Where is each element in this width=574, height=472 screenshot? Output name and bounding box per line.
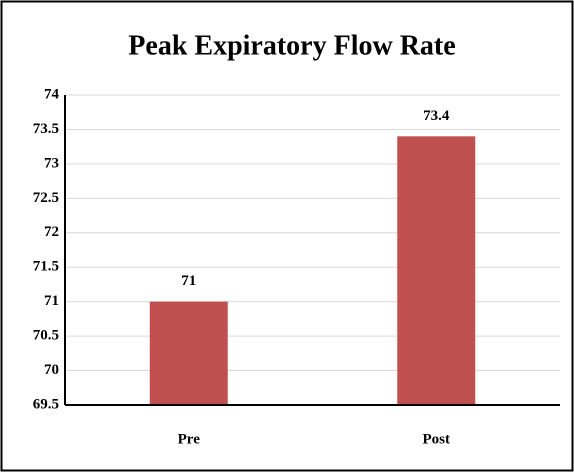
y-tick-label: 74 (44, 86, 60, 102)
bar (397, 136, 476, 406)
y-tick-label: 73 (44, 155, 59, 171)
y-tick-label: 70.5 (33, 328, 59, 344)
bar (149, 301, 228, 405)
y-tick-label: 71 (44, 293, 59, 309)
data-label: 73.4 (423, 108, 450, 124)
y-tick-label: 70 (44, 362, 59, 378)
chart-title: Peak Expiratory Flow Rate (128, 30, 455, 61)
y-tick-label: 72 (44, 224, 59, 240)
data-label: 71 (181, 273, 196, 289)
x-tick-label: Post (423, 431, 451, 447)
y-tick-label: 73.5 (33, 121, 59, 137)
y-tick-label: 69.5 (33, 396, 59, 412)
y-tick-label: 71.5 (33, 259, 59, 275)
y-tick-label: 72.5 (33, 190, 59, 206)
x-tick-label: Pre (178, 431, 201, 447)
